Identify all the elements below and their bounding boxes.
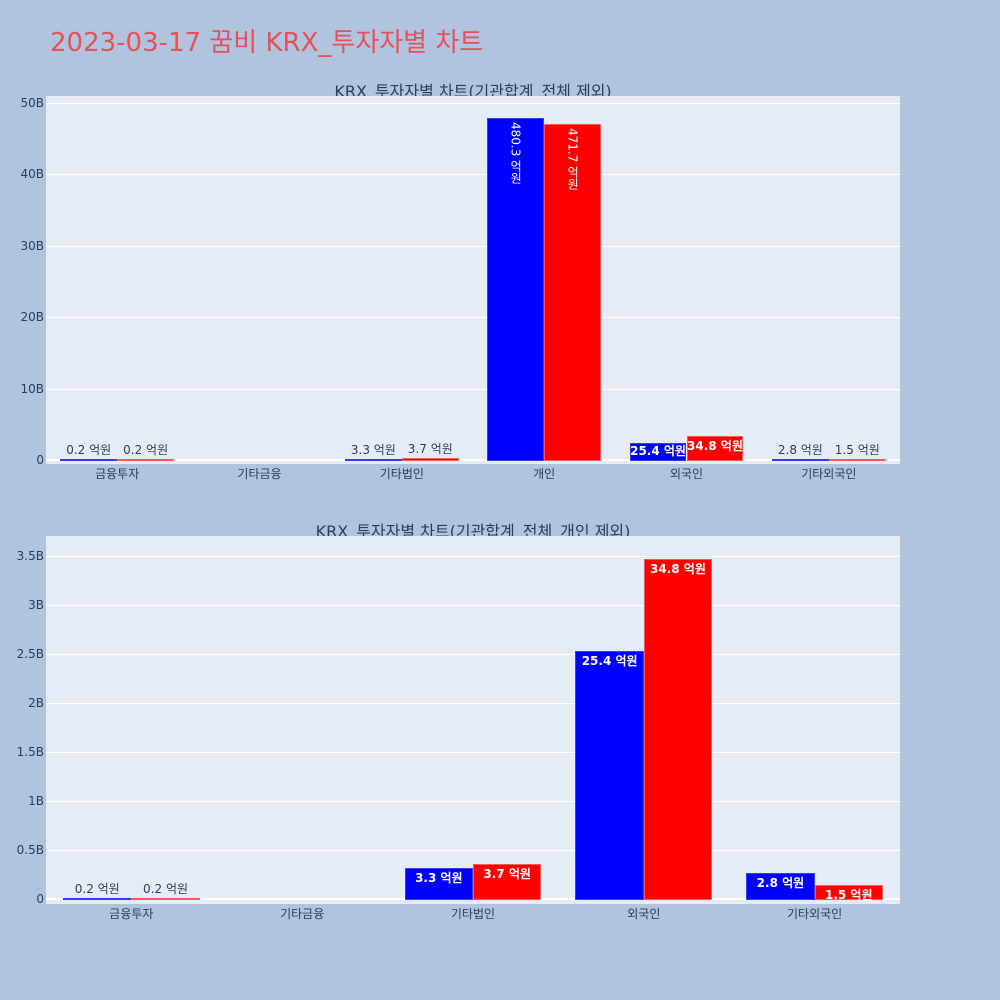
x-tick-label: 외국인 [627,907,661,921]
bar-red[interactable] [473,863,542,900]
bar-value-label: 471.7 억원 [565,128,580,191]
gridline [46,245,900,247]
bar-value-label: 1.5 억원 [824,888,873,903]
x-tick-label: 기타금융 [237,467,282,481]
bar-blue[interactable] [60,459,118,461]
bar-blue[interactable] [487,118,545,461]
y-tick-label: 3B [28,598,44,612]
gridline [46,752,900,753]
y-tick-label: 40B [20,167,44,182]
bar-red[interactable] [643,558,713,900]
bar-blue[interactable] [404,867,473,900]
bar-value-label: 25.4 억원 [581,654,638,669]
bar-red[interactable] [544,124,602,461]
gridline [46,317,900,319]
bar-value-label: 3.7 억원 [407,442,453,457]
gridline [46,103,900,104]
y-tick-label: 50B [20,96,44,110]
bar-value-label: 0.2 억원 [66,443,112,457]
gridline [46,703,900,704]
x-tick-label: 기타외국인 [801,467,857,481]
y-tick-label: 2B [28,696,44,710]
x-tick-label: 기타법인 [379,467,424,481]
x-tick-label: 금융투자 [109,907,154,921]
bar-red[interactable] [686,436,744,461]
bar-value-label: 0.2 억원 [74,882,120,896]
gridline [46,801,900,802]
gridline [46,174,900,176]
bar-value-label: 34.8 억원 [687,439,743,454]
y-tick-label: 10B [20,381,44,396]
bar-value-label: 3.3 억원 [415,870,463,885]
page-title: 2023-03-17 꿈비 KRX_투자자별 차트 [50,28,484,58]
gridline [46,850,900,851]
bar-blue[interactable] [344,458,402,461]
y-tick-label: 0.5B [16,843,44,857]
bar-red[interactable] [401,458,459,461]
gridline [46,654,900,655]
x-tick-label: 금융투자 [95,467,140,481]
x-tick-label: 기타법인 [450,907,496,921]
gridline [46,556,900,557]
bar-value-label: 480.3 억원 [508,122,523,185]
y-tick-label: 1B [28,794,44,808]
y-tick-label: 2.5B [16,647,44,661]
bar-red[interactable] [131,898,200,900]
bar-value-label: 0.2 억원 [123,443,169,457]
bar-value-label: 2.8 억원 [756,875,805,890]
bar-value-label: 34.8 억원 [650,561,706,576]
bar-value-label: 25.4 억원 [630,443,686,458]
y-tick-label: 1.5B [16,745,44,759]
bar-value-label: 3.7 억원 [483,866,531,881]
bar-value-label: 1.5 억원 [834,443,880,457]
bar-value-label: 0.2 억원 [143,882,189,896]
bar-blue[interactable] [746,872,815,900]
bar-value-label: 2.8 억원 [777,443,823,457]
bar-blue[interactable] [63,898,132,900]
bar-red[interactable] [814,885,883,900]
y-tick-label: 30B [20,238,44,253]
x-tick-label: 기타외국인 [786,907,843,921]
bar-red[interactable] [828,459,886,461]
x-tick-label: 외국인 [669,467,704,481]
bar-blue[interactable] [629,442,687,461]
y-tick-label: 20B [20,310,44,325]
y-tick-label: 0 [36,892,44,906]
bar-value-label: 3.3 억원 [350,442,396,457]
bar-blue[interactable] [771,459,829,461]
y-tick-label: 3.5B [16,549,44,563]
x-tick-label: 개인 [533,467,556,481]
bar-blue[interactable] [575,651,644,900]
y-tick-label: 0 [36,453,44,467]
plot-area: 0.2 억원 0.2 억원 3.3 억원 3.7 억원 25.4 억원 34.8 억원 2.… [46,536,900,904]
x-tick-label: 기타금융 [280,907,325,921]
bar-red[interactable] [117,459,175,461]
zero-line [46,459,900,461]
plot-area: 0.2 억원 0.2 억원 3.3 억원 3.7 억원 480.3 억원 471.7 억원… [46,96,900,464]
gridline [46,388,900,390]
gridline [46,605,900,606]
